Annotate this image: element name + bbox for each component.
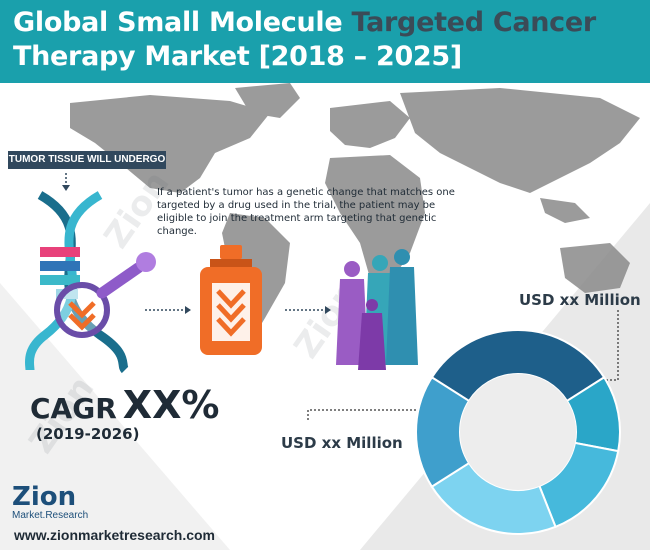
usd-label-top: USD xx Million bbox=[519, 291, 641, 309]
gray-triangle-left bbox=[0, 283, 230, 550]
logo-text: Zion bbox=[12, 482, 77, 512]
header-banner: Global Small Molecule Targeted Cancer Th… bbox=[0, 0, 650, 83]
donut-hole bbox=[460, 374, 576, 490]
title-part-1: Global Small Molecule bbox=[13, 7, 352, 38]
arrow-right-icon bbox=[145, 306, 191, 314]
infographic-icons bbox=[24, 173, 418, 374]
eligibility-description: If a patient's tumor has a genetic chang… bbox=[157, 187, 455, 237]
donut-chart bbox=[307, 310, 621, 535]
title-part-3: Therapy Market [2018 – 2025] bbox=[13, 41, 462, 72]
cagr-label: CAGR bbox=[30, 392, 117, 425]
leader-line-bottom bbox=[307, 409, 425, 420]
logo-subtext: Market.Research bbox=[12, 510, 89, 521]
arrow-down-icon bbox=[62, 173, 70, 191]
arrow-right-icon-2 bbox=[285, 306, 331, 314]
cagr-value: XX% bbox=[122, 383, 220, 427]
title-part-2: Targeted Cancer bbox=[351, 7, 596, 38]
medicine-bottle-icon bbox=[200, 245, 262, 355]
cagr-block: CAGR XX% bbox=[30, 383, 219, 427]
magnifier-icon bbox=[54, 252, 156, 338]
zion-logo: Zion Market.Research bbox=[12, 484, 112, 524]
website-url[interactable]: www.zionmarketresearch.com bbox=[14, 527, 216, 543]
patients-group-icon bbox=[336, 249, 418, 370]
leader-line-top bbox=[600, 310, 619, 381]
tumor-testing-label: TUMOR TISSUE WILL UNDERGO TESTING bbox=[8, 151, 166, 183]
cagr-years: (2019-2026) bbox=[36, 425, 140, 443]
donut-segments bbox=[415, 329, 621, 535]
page-title: Global Small Molecule Targeted Cancer Th… bbox=[13, 6, 633, 74]
usd-label-bottom: USD xx Million bbox=[281, 434, 403, 452]
